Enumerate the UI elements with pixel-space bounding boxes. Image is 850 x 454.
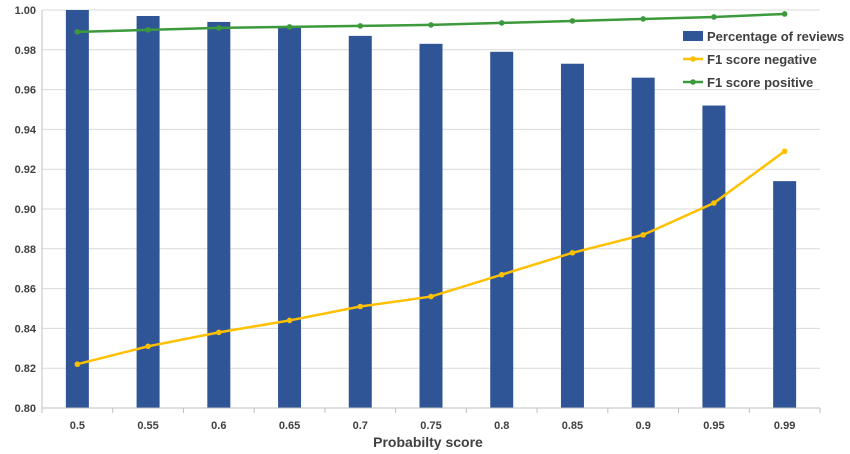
legend-label-percentage-of-reviews: Percentage of reviews (707, 29, 844, 44)
point-f1-score-positive (286, 24, 293, 30)
point-f1-score-positive (216, 25, 222, 31)
legend-label-f1-score-negative: F1 score negative (707, 52, 817, 67)
point-f1-score-negative (286, 317, 293, 324)
x-tick-label: 0.7 (353, 420, 368, 432)
point-f1-score-negative (74, 361, 81, 368)
bar-series (65, 10, 797, 409)
bar-percentage-of-reviews (490, 51, 514, 408)
point-f1-score-positive (428, 22, 434, 28)
point-f1-score-negative (216, 329, 222, 336)
y-tick-label: 0.96 (15, 85, 36, 97)
point-f1-score-positive (145, 27, 151, 33)
point-f1-score-negative (498, 271, 505, 278)
point-f1-score-negative (145, 343, 151, 350)
bar-percentage-of-reviews (348, 35, 372, 409)
point-f1-score-positive (640, 16, 646, 22)
point-f1-score-negative (428, 293, 434, 300)
point-f1-score-negative (357, 303, 364, 310)
bar-percentage-of-reviews (702, 105, 726, 409)
legend-label-f1-score-positive: F1 score positive (707, 75, 813, 90)
x-tick-label: 0.8 (494, 420, 509, 432)
x-tick-label: 0.75 (420, 420, 441, 432)
y-tick-label: 1.00 (15, 5, 36, 17)
point-f1-score-positive (781, 11, 788, 17)
bar-percentage-of-reviews (773, 181, 797, 408)
legend: Percentage of reviews F1 score negative F1… (683, 29, 844, 90)
y-tick-label: 0.84 (15, 323, 37, 335)
x-tick-label: 0.5 (70, 420, 85, 432)
point-f1-score-negative (640, 232, 646, 238)
point-f1-score-positive (74, 29, 81, 35)
x-axis-title: Probabilty score (373, 434, 483, 450)
point-f1-score-negative (569, 249, 576, 256)
y-tick-label: 0.98 (15, 45, 36, 57)
point-f1-score-positive (498, 20, 505, 26)
y-tick-label: 0.88 (15, 244, 36, 256)
point-f1-score-positive (569, 18, 576, 24)
bar-percentage-of-reviews (278, 27, 302, 408)
x-tick-label: 0.95 (703, 420, 724, 432)
bar-percentage-of-reviews (65, 10, 89, 408)
x-tick-label: 0.55 (137, 420, 158, 432)
y-tick-label: 0.92 (15, 164, 36, 176)
y-tick-label: 0.82 (15, 363, 36, 375)
legend-marker-f1-score-positive (690, 79, 696, 85)
axes: 0.80 0.82 0.84 0.86 0.88 0.90 0.92 0.94 0.96 0.98… (15, 5, 821, 432)
y-tick-label: 0.94 (15, 124, 37, 136)
legend-marker-f1-score-negative (690, 56, 696, 62)
x-tick-label: 0.9 (636, 420, 651, 432)
legend-swatch-percentage-of-reviews (683, 31, 703, 41)
bar-percentage-of-reviews (136, 15, 160, 408)
point-f1-score-positive (357, 23, 364, 29)
x-tick-label: 0.6 (211, 420, 226, 432)
point-f1-score-negative (711, 200, 717, 206)
bar-percentage-of-reviews (207, 21, 231, 408)
point-f1-score-negative (781, 148, 788, 155)
point-f1-score-positive (711, 14, 717, 20)
line-series (74, 11, 788, 368)
bar-percentage-of-reviews (631, 77, 655, 408)
y-tick-label: 0.86 (15, 284, 36, 296)
y-tick-label: 0.90 (15, 204, 36, 216)
x-tick-label: 0.85 (562, 420, 583, 432)
y-tick-label: 0.80 (15, 403, 36, 415)
x-tick-label: 0.99 (774, 420, 795, 432)
bar-percentage-of-reviews (419, 43, 443, 408)
bar-percentage-of-reviews (560, 63, 584, 408)
x-tick-label: 0.65 (279, 420, 300, 432)
